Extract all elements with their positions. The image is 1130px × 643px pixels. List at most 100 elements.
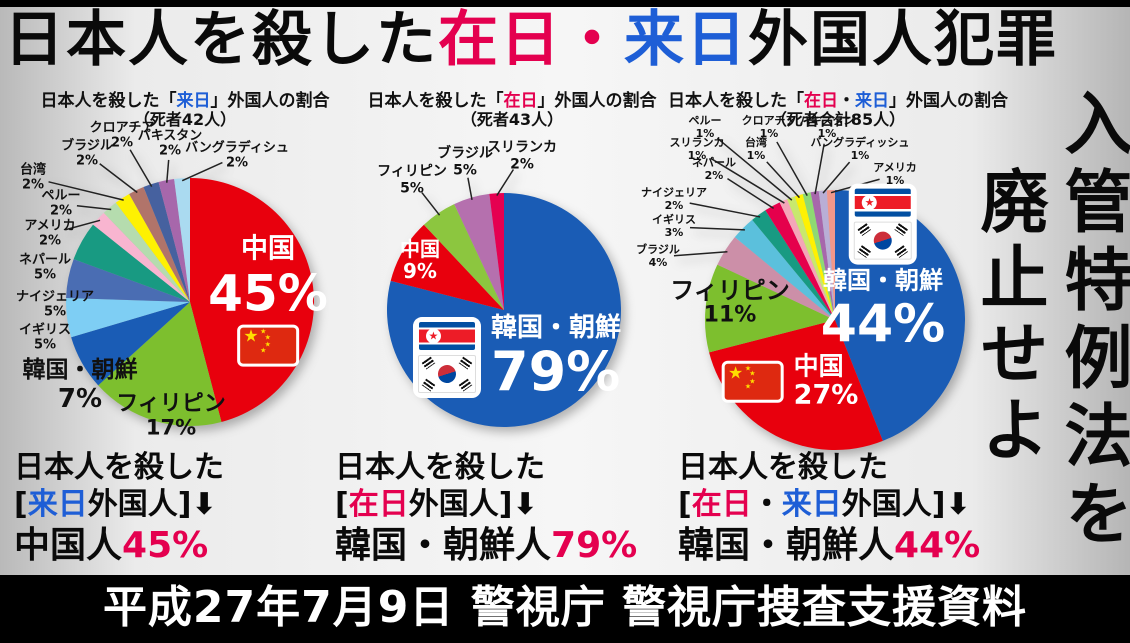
text-part: 外国人犯罪	[748, 5, 1058, 75]
leader-line	[673, 250, 728, 257]
text-part: 日本人を殺した「	[40, 91, 177, 111]
chart-subtitle: （死者43人）	[460, 110, 564, 129]
pie-slice	[390, 224, 504, 310]
text-part: 外国人]	[408, 486, 513, 522]
text-part: 在日	[503, 91, 538, 111]
text-part: [	[678, 486, 692, 522]
top-border	[0, 0, 1130, 7]
pie-chart	[673, 137, 965, 450]
text-part: 日本人を殺した	[335, 450, 545, 485]
leader-line	[65, 219, 101, 231]
text-part: 日本人を殺した	[14, 450, 224, 485]
text-part: 在日	[438, 5, 562, 75]
caption-line: 日本人を殺した	[335, 450, 637, 487]
pie-slice	[734, 219, 835, 320]
pie-slice	[705, 264, 835, 353]
text-part: 外国人]	[841, 486, 946, 522]
text-part: 日本人を殺した	[4, 5, 438, 75]
pie-slice	[709, 320, 883, 450]
pie-slice	[66, 259, 190, 302]
leader-line	[727, 178, 775, 209]
caption-zainichi-rainichi: 日本人を殺した [在日・来日外国人]⬇ 韓国・朝鮮人44%	[678, 450, 980, 568]
leader-line	[99, 163, 138, 194]
leader-line	[166, 159, 170, 183]
caption-line: 韓国・朝鮮人44%	[678, 523, 980, 568]
leader-line	[421, 192, 441, 216]
text-part: ・	[838, 91, 855, 111]
pie-chart	[48, 149, 314, 426]
text-part: ・	[751, 486, 782, 522]
text-part: 44%	[894, 525, 981, 567]
leader-line	[689, 202, 761, 218]
caption-zainichi: 日本人を殺した [在日外国人]⬇ 韓国・朝鮮人79%	[335, 450, 637, 568]
footer-bar: 平成27年7月9日 警視庁 警視庁捜査支援資料	[0, 575, 1130, 643]
caption-line: 中国人45%	[14, 523, 224, 568]
pie-slice	[71, 302, 190, 386]
pie-slice	[115, 193, 190, 302]
text-part: 79%	[551, 525, 638, 567]
pie-slice	[423, 204, 504, 310]
pie-slice	[779, 199, 835, 320]
text-part: 日本人を殺した	[678, 450, 888, 485]
pie-slice	[93, 212, 190, 302]
pie-slice	[752, 210, 835, 320]
text-part: 在日	[691, 486, 752, 522]
leader-line	[689, 226, 745, 231]
chart-title: 日本人を殺した「在日」外国人の割合	[362, 86, 662, 111]
text-part: 来日	[781, 486, 842, 522]
page-title: 日本人を殺した在日・来日外国人犯罪	[4, 6, 1058, 75]
text-part: ・	[562, 5, 624, 75]
leader-line	[814, 143, 825, 195]
pie-slice	[129, 187, 190, 302]
vertical-slogan-col1: 入管特例法を	[1052, 88, 1130, 556]
chart-panel-rainichi: 日本人を殺した「来日」外国人の割合 （死者42人） 中国 45% ★ ★ ★ ★ ★ フィリピ…	[5, 86, 365, 458]
text-part: 来日	[855, 91, 889, 111]
text-part: 」外国人の割合	[889, 91, 1008, 111]
pie-slice	[454, 193, 504, 310]
caption-line: 韓国・朝鮮人79%	[335, 523, 637, 568]
chart-panel-zainichi: 日本人を殺した「在日」外国人の割合 （死者43人） ★ 韓国・朝鮮 79% 中国 9% フ…	[362, 86, 662, 458]
text-part: [	[14, 486, 28, 522]
chart-title: 日本人を殺した「在日・来日」外国人の割合	[660, 86, 1016, 111]
pie-slice	[794, 194, 835, 320]
leader-line	[776, 141, 808, 197]
text-part: ⬇	[512, 486, 538, 522]
pie-slice	[765, 202, 835, 320]
chart-subtitle: （死者合計85人）	[770, 110, 906, 129]
chart-title: 日本人を殺した「来日」外国人の割合	[5, 86, 365, 111]
pie-slice	[66, 298, 190, 338]
pie-slice	[98, 302, 222, 426]
caption-line: [在日・来日外国人]⬇	[678, 487, 980, 524]
leader-line	[181, 161, 223, 182]
pie-slice	[158, 179, 190, 302]
leader-line	[710, 157, 785, 204]
text-part: ⬇	[945, 486, 971, 522]
text-part: [	[335, 486, 349, 522]
text-part: 在日	[348, 486, 409, 522]
leader-line	[48, 181, 124, 201]
pie-slice	[73, 224, 190, 302]
text-part: 韓国・朝鮮人	[678, 525, 895, 567]
caption-line: [在日外国人]⬇	[335, 487, 637, 524]
footer-text: 平成27年7月9日 警視庁 警視庁捜査支援資料	[102, 582, 1028, 633]
text-part: 中国人	[14, 525, 123, 567]
chart-subtitle: （死者42人）	[133, 110, 237, 129]
text-part: ⬇	[191, 486, 217, 522]
caption-rainichi: 日本人を殺した [来日外国人]⬇ 中国人45%	[14, 450, 224, 568]
text-part: 在日	[804, 91, 838, 111]
pie-slice	[717, 237, 835, 320]
pie-slice	[489, 193, 504, 310]
leader-line	[76, 204, 112, 211]
vertical-slogan-col2: 廃止せよ	[968, 166, 1047, 470]
text-part: 」外国人の割合	[210, 91, 330, 111]
leader-line	[129, 149, 153, 188]
pie-slice	[802, 192, 835, 320]
text-part: 韓国・朝鮮人	[335, 525, 552, 567]
text-part: 45%	[122, 525, 209, 567]
pie-slice	[826, 190, 835, 320]
text-part: 日本人を殺した「	[367, 91, 504, 111]
text-part: 外国人]	[87, 486, 192, 522]
leader-line	[822, 161, 851, 194]
text-part: 」外国人の割合	[537, 91, 657, 111]
leader-line	[766, 161, 801, 199]
